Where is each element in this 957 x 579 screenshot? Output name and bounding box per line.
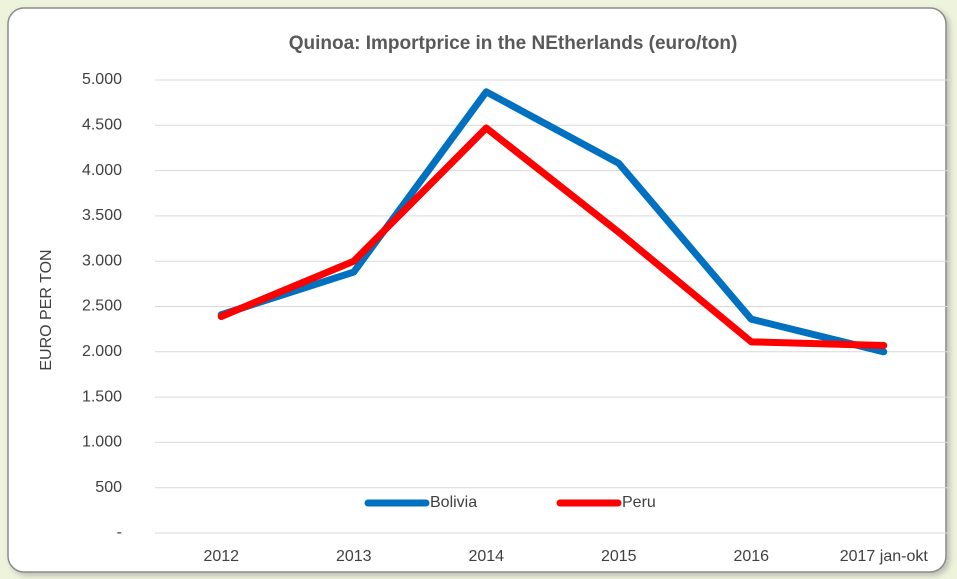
y-tick-label: 4.000 xyxy=(82,162,122,179)
y-tick-label: 2.500 xyxy=(82,298,122,315)
y-tick-label: 2.000 xyxy=(82,343,122,360)
y-tick-label: 3.500 xyxy=(82,207,122,224)
chart-title: Quinoa: Importprice in the NEtherlands (… xyxy=(289,33,738,54)
y-tick-label: 3.000 xyxy=(82,252,122,269)
series-line xyxy=(217,124,888,349)
chart-frame xyxy=(7,7,947,573)
x-tick-label: 2013 xyxy=(336,548,372,565)
y-axis-label: EURO PER TON xyxy=(38,249,55,370)
legend-label: Peru xyxy=(622,494,656,511)
x-tick-label: 2016 xyxy=(733,548,769,565)
y-tick-label: 500 xyxy=(95,479,122,496)
y-tick-label: 4.500 xyxy=(82,117,122,134)
y-tick-label: 5.000 xyxy=(82,71,122,88)
series-line xyxy=(217,88,888,356)
y-tick-label: 1.500 xyxy=(82,388,122,405)
y-tick-label: - xyxy=(117,524,122,541)
x-tick-label: 2017 jan-okt xyxy=(840,548,929,565)
y-tick-label: 1.000 xyxy=(82,434,122,451)
x-tick-label: 2012 xyxy=(203,548,239,565)
x-tick-label: 2014 xyxy=(468,548,504,565)
legend-label: Bolivia xyxy=(430,494,477,511)
x-tick-label: 2015 xyxy=(601,548,637,565)
